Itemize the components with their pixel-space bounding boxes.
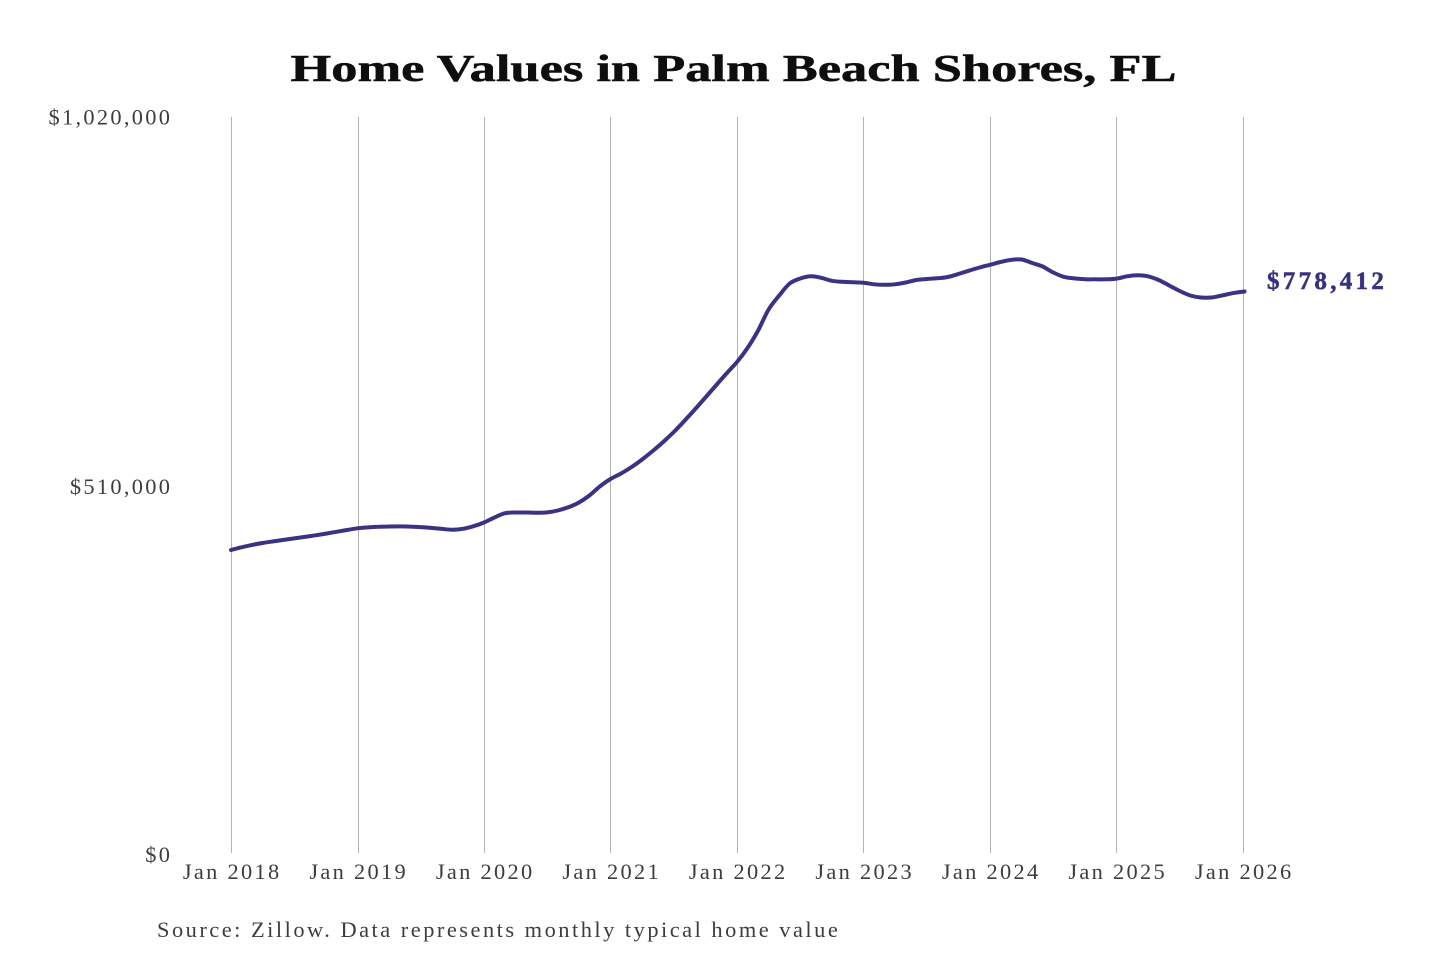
- svg-text:Jan 2019: Jan 2019: [309, 859, 408, 884]
- svg-text:Jan 2026: Jan 2026: [1195, 859, 1294, 884]
- svg-text:Jan 2020: Jan 2020: [436, 859, 535, 884]
- svg-text:Jan 2022: Jan 2022: [689, 859, 788, 884]
- svg-text:$778,412: $778,412: [1267, 268, 1387, 295]
- svg-text:Jan 2025: Jan 2025: [1068, 859, 1167, 884]
- svg-text:$1,020,000: $1,020,000: [49, 105, 173, 130]
- svg-text:Jan 2021: Jan 2021: [562, 859, 661, 884]
- svg-text:Jan 2023: Jan 2023: [815, 859, 914, 884]
- svg-text:$510,000: $510,000: [70, 474, 172, 499]
- svg-text:Source: Zillow. Data represent: Source: Zillow. Data represents monthly …: [157, 917, 840, 942]
- svg-text:$0: $0: [145, 842, 172, 867]
- svg-text:Jan 2018: Jan 2018: [183, 859, 282, 884]
- svg-text:Home Values in Palm Beach Shor: Home Values in Palm Beach Shores, FL: [291, 47, 1177, 89]
- svg-text:Jan 2024: Jan 2024: [942, 859, 1041, 884]
